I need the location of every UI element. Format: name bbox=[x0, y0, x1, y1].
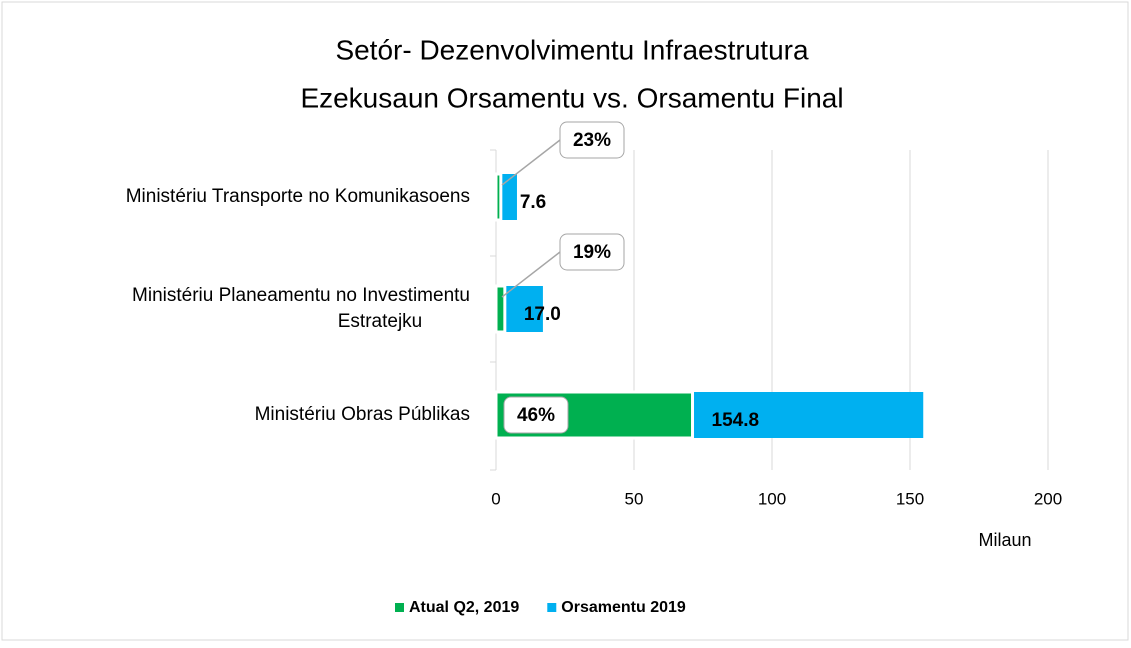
y-tick-label: Ministériu Planeamentu no Investimentu Es… bbox=[132, 285, 470, 332]
data-label: 19% bbox=[573, 242, 611, 263]
y-tick-label: Ministériu Obras Públikas bbox=[255, 404, 470, 425]
callout-box bbox=[503, 396, 569, 434]
chart-title: Ezekusaun Orsamentu vs. Orsamentu Final bbox=[300, 82, 843, 113]
legend-label: Orsamentu 2019 bbox=[561, 599, 686, 616]
legend-swatch bbox=[547, 603, 557, 612]
x-tick-label: 100 bbox=[758, 489, 786, 508]
x-tick-label: 50 bbox=[625, 489, 644, 508]
data-label: 154.8 bbox=[712, 410, 760, 431]
x-axis-title: Milaun bbox=[978, 530, 1031, 550]
x-tick-label: 200 bbox=[1034, 489, 1062, 508]
bar bbox=[494, 172, 503, 222]
data-label: 23% bbox=[573, 130, 611, 151]
data-label: 46% bbox=[517, 405, 555, 426]
bar bbox=[494, 284, 507, 334]
data-label: 17.0 bbox=[524, 304, 561, 325]
legend-label: Atual Q2, 2019 bbox=[409, 599, 519, 616]
x-tick-label: 150 bbox=[896, 489, 924, 508]
callout-box bbox=[559, 121, 625, 159]
data-label: 7.6 bbox=[520, 192, 546, 213]
chart-title: Setór- Dezenvolvimentu Infraestrutura bbox=[335, 34, 809, 65]
legend-swatch bbox=[395, 603, 404, 612]
leader-line bbox=[501, 251, 561, 298]
y-tick-label: Ministériu Transporte no Komunikasoens bbox=[126, 186, 470, 207]
leader-line bbox=[501, 139, 561, 186]
x-tick-label: 0 bbox=[491, 489, 500, 508]
callout-box bbox=[559, 233, 625, 271]
